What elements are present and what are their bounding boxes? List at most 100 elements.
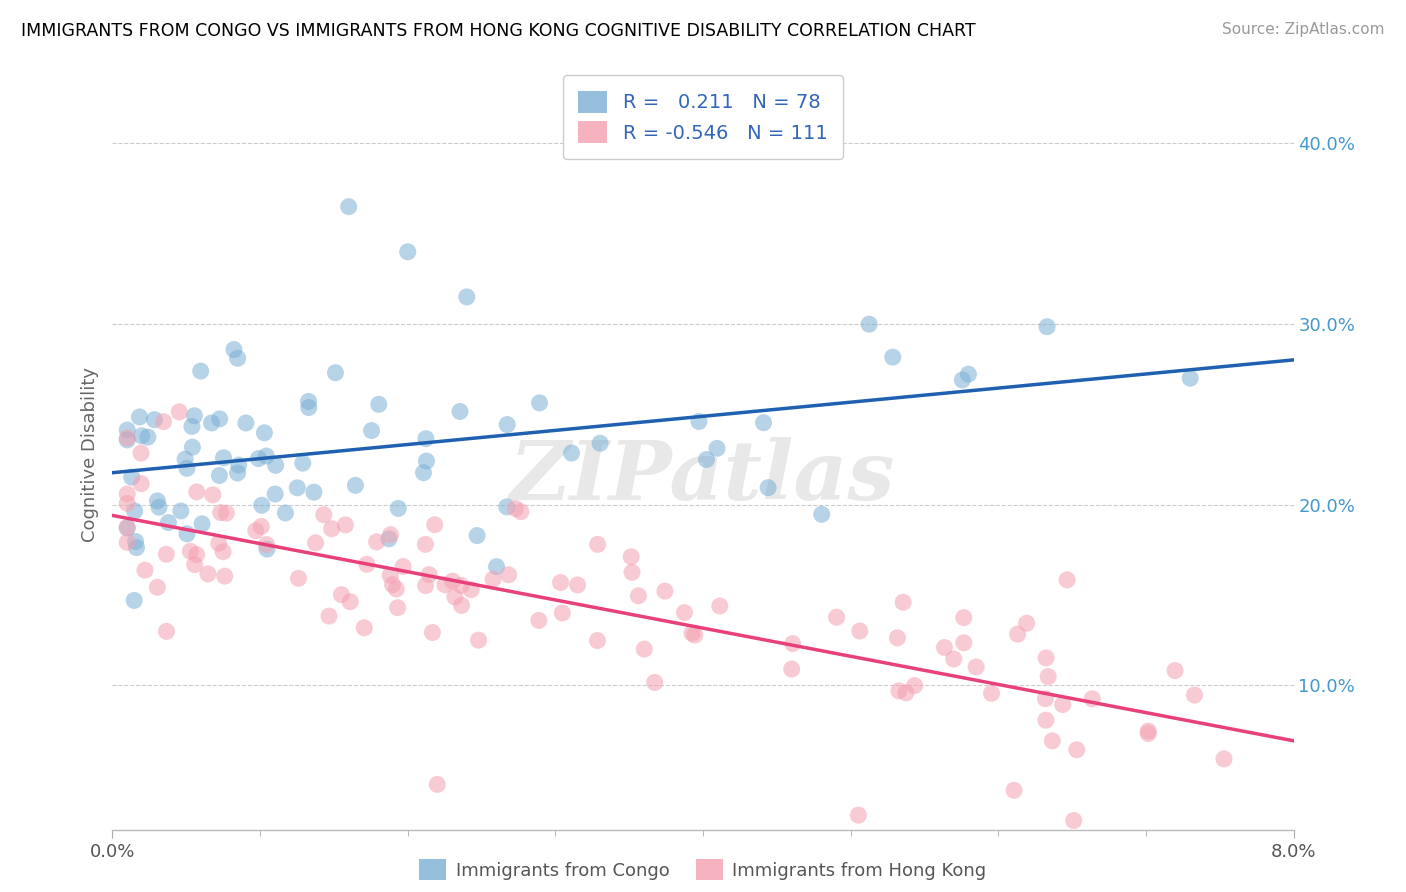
Point (894, 686, 917, 700)
Point (498, 567, 520, 582)
Point (433, 578, 456, 592)
Point (117, 520, 138, 534)
Point (183, 558, 205, 572)
Point (589, 436, 612, 450)
Point (367, 397, 389, 411)
Point (157, 516, 180, 530)
Point (1002, 783, 1025, 797)
Point (117, 431, 138, 445)
Point (121, 470, 143, 484)
Point (782, 637, 804, 651)
Point (450, 599, 472, 613)
Point (620, 549, 643, 564)
Point (387, 501, 409, 516)
Point (170, 504, 193, 518)
Point (1066, 743, 1088, 757)
Point (496, 417, 519, 432)
Point (627, 589, 650, 603)
Point (356, 558, 378, 572)
Point (124, 504, 146, 518)
Point (148, 500, 170, 515)
Point (1184, 688, 1206, 702)
Point (124, 534, 146, 549)
Point (482, 572, 505, 586)
Point (146, 494, 169, 508)
Point (681, 626, 703, 640)
Point (423, 517, 446, 532)
Point (183, 409, 205, 423)
Point (339, 595, 361, 609)
Point (155, 624, 177, 639)
Point (529, 396, 551, 410)
Point (167, 405, 190, 419)
Point (222, 343, 245, 357)
Point (117, 423, 138, 437)
Point (957, 367, 980, 381)
Point (1137, 726, 1160, 740)
Point (337, 200, 360, 214)
Point (285, 481, 308, 495)
Point (366, 534, 388, 549)
Point (1052, 698, 1074, 712)
Point (709, 599, 731, 613)
Point (318, 609, 340, 624)
Point (418, 567, 440, 582)
Point (330, 588, 353, 602)
Point (586, 537, 609, 551)
Point (136, 430, 159, 444)
Point (179, 544, 201, 558)
Point (952, 610, 974, 624)
Point (174, 452, 197, 467)
Point (256, 542, 278, 557)
Point (965, 660, 987, 674)
Point (180, 419, 202, 434)
Point (360, 424, 382, 438)
Point (214, 569, 236, 583)
Point (1015, 616, 1038, 631)
Point (621, 566, 644, 580)
Point (247, 451, 270, 466)
Point (752, 416, 775, 430)
Point (302, 485, 325, 500)
Point (1036, 319, 1059, 334)
Point (551, 606, 574, 620)
Point (1035, 691, 1057, 706)
Point (250, 519, 273, 533)
Point (117, 496, 138, 510)
Point (212, 450, 235, 465)
Point (155, 547, 177, 561)
Point (887, 684, 910, 698)
Point (208, 412, 231, 426)
Point (505, 501, 527, 516)
Point (396, 244, 419, 259)
Point (950, 373, 973, 387)
Point (385, 582, 408, 596)
Point (208, 536, 231, 550)
Point (117, 487, 138, 501)
Point (117, 535, 138, 549)
Legend: R =   0.211   N = 78, R = -0.546   N = 111: R = 0.211 N = 78, R = -0.546 N = 111 (562, 75, 844, 159)
Point (335, 517, 357, 532)
Point (858, 317, 880, 331)
Text: IMMIGRANTS FROM CONGO VS IMMIGRANTS FROM HONG KONG COGNITIVE DISABILITY CORRELAT: IMMIGRANTS FROM CONGO VS IMMIGRANTS FROM… (21, 22, 976, 40)
Point (415, 537, 437, 551)
Point (176, 461, 198, 475)
Point (191, 516, 214, 531)
Point (441, 574, 464, 589)
Point (848, 808, 870, 822)
Point (381, 577, 404, 591)
Point (321, 522, 343, 536)
Text: Source: ZipAtlas.com: Source: ZipAtlas.com (1222, 22, 1385, 37)
Point (412, 466, 434, 480)
Point (208, 468, 231, 483)
Point (415, 454, 437, 468)
Point (312, 508, 335, 522)
Point (1036, 669, 1059, 683)
Point (810, 508, 832, 522)
Point (695, 452, 717, 467)
Point (256, 537, 278, 551)
Point (264, 487, 287, 501)
Point (460, 582, 482, 597)
Point (228, 458, 250, 472)
Point (1007, 627, 1029, 641)
